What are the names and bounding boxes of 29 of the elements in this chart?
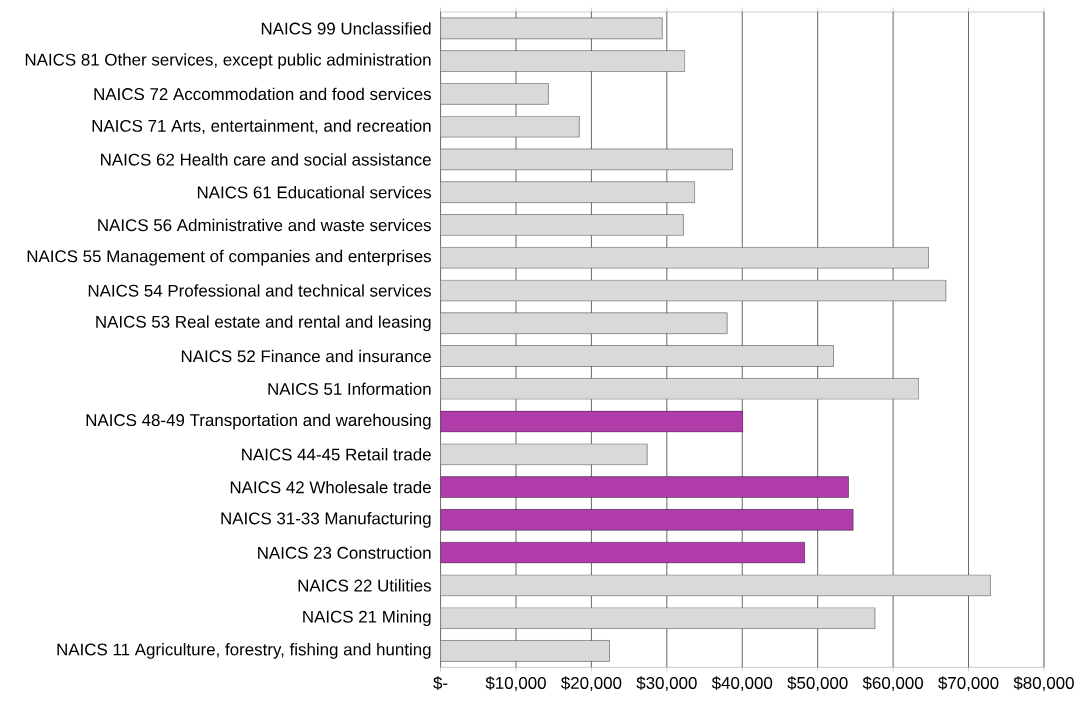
x-tick-label: $10,000: [485, 676, 546, 691]
y-tick-label: NAICS 51 Information: [268, 382, 431, 395]
y-tick-label: NAICS 53 Real estate and rental and leasing: [96, 315, 431, 332]
y-tick-label: NAICS 44-45 Retail trade: [242, 447, 431, 461]
y-tick-label: NAICS 48-49 Transportation and warehousing: [86, 413, 431, 430]
x-tick-label: $50,000: [787, 676, 848, 691]
y-tick-label: NAICS 23 Construction: [258, 546, 431, 559]
y-tick-label: NAICS 55 Management of companies and enterprises: [27, 249, 431, 266]
y-tick-label: NAICS 52 Finance and insurance: [181, 349, 431, 363]
y-tick-label: NAICS 72 Accommodation and food services: [94, 87, 431, 100]
y-tick-label: NAICS 71 Arts, entertainment, and recreation: [92, 119, 431, 134]
y-tick-label: NAICS 11 Agriculture, forestry, fishing and hunting: [57, 642, 431, 659]
y-tick-label: NAICS 31-33 Manufacturing: [221, 511, 431, 528]
y-tick-label: NAICS 21 Mining: [303, 610, 431, 626]
x-tick-label: $20,000: [561, 676, 622, 691]
x-tick-label: $60,000: [862, 676, 924, 691]
x-tick-label: $30,000: [636, 676, 697, 691]
y-tick-label: NAICS 56 Administrative and waste services: [98, 218, 431, 232]
y-tick-label: NAICS 81 Other services, except public administration: [25, 53, 431, 69]
x-tick-label: $80,000: [1013, 676, 1074, 691]
y-tick-label: NAICS 99 Unclassified: [261, 22, 431, 35]
y-tick-label: NAICS 61 Educational services: [197, 185, 431, 199]
y-tick-label: NAICS 54 Professional and technical services: [88, 284, 431, 297]
y-tick-label: NAICS 22 Utilities: [298, 579, 431, 592]
y-tick-label: NAICS 62 Health care and social assistance: [101, 153, 431, 166]
y-tick-label: NAICS 42 Wholesale trade: [230, 480, 431, 494]
x-tick-label: $-: [433, 676, 448, 690]
x-tick-label: $70,000: [938, 676, 999, 691]
x-tick-label: $40,000: [711, 676, 773, 691]
